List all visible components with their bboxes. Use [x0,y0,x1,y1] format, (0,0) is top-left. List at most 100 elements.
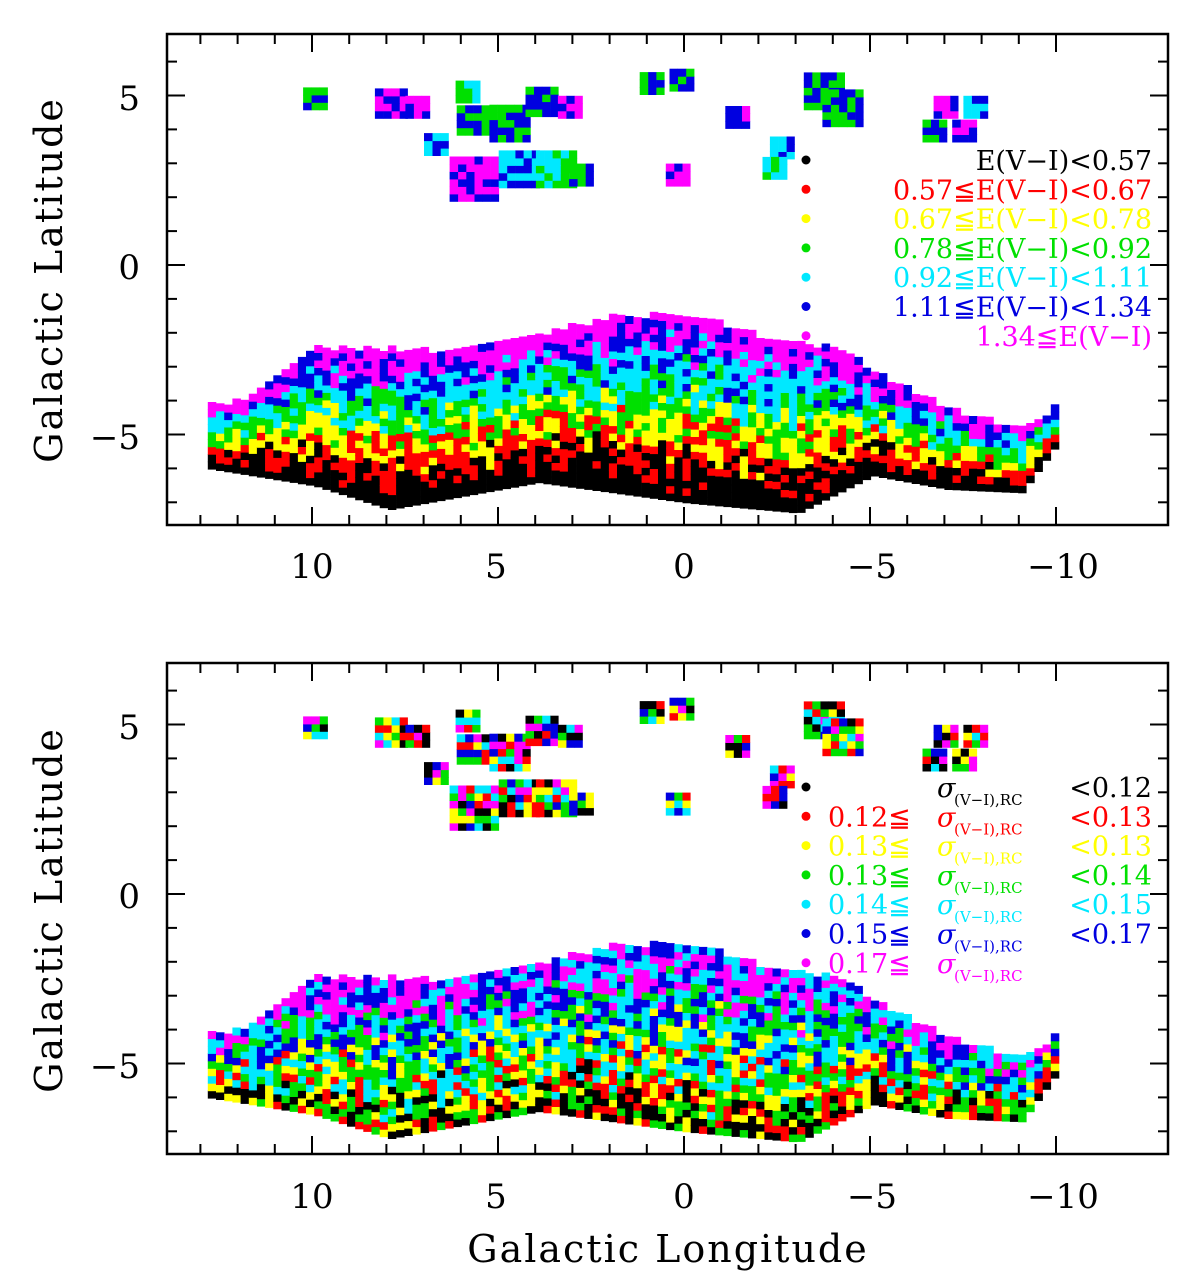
data-point [355,994,364,1003]
data-point [502,983,511,992]
data-point [805,973,814,982]
data-point [494,467,503,476]
data-point [510,375,520,384]
data-point [666,373,675,382]
data-point [715,416,724,425]
legend-marker [801,841,811,851]
data-point [379,492,389,501]
data-point [523,150,532,159]
data-point [778,765,787,774]
data-point [829,975,839,984]
data-point [788,415,798,424]
data-point [404,1023,413,1032]
data-point [567,1041,577,1050]
data-point [933,95,943,104]
data-point [577,800,586,809]
data-point [535,370,544,379]
data-point [1009,1113,1019,1122]
data-point [772,1110,781,1119]
data-point [649,408,659,417]
data-point [445,379,454,388]
data-point [355,979,364,988]
data-point [1050,411,1060,420]
data-point [576,436,585,444]
data-point [347,467,356,476]
data-point [707,1044,716,1053]
data-point [977,1052,986,1061]
data-point [733,106,742,114]
data-point [748,1018,757,1027]
data-point [846,119,856,128]
data-point [878,455,888,464]
data-point [461,1117,470,1126]
data-point [895,405,904,414]
data-point [641,1014,651,1023]
legend-marker [801,302,811,311]
data-point [780,1066,790,1075]
data-point [469,360,479,369]
data-point [707,460,716,469]
data-point [453,1037,462,1046]
data-point [445,461,454,470]
data-point [963,95,972,104]
data-point [707,482,716,491]
data-point [739,440,749,449]
data-point [387,1116,397,1125]
data-point [919,1069,929,1078]
data-point [464,756,474,765]
data-point [514,112,523,121]
data-point [437,396,446,405]
data-point [456,105,466,114]
data-point [1001,469,1011,478]
data-point [731,1046,741,1055]
data-point [805,1107,814,1116]
data-point [437,1069,446,1078]
data-point [584,1058,593,1067]
data-point [477,1032,487,1041]
data-point [518,388,528,397]
data-point [786,144,795,152]
data-point [690,1110,700,1119]
data-point [649,311,659,320]
data-point [1026,1074,1035,1083]
data-point [690,1080,700,1089]
data-point [449,822,459,831]
data-point [482,156,491,165]
data-point [371,400,380,409]
data-point [428,472,438,481]
data-point [748,367,757,376]
data-point [273,1034,282,1043]
data-point [723,1105,732,1114]
data-point [469,390,479,399]
data-point [363,435,372,444]
data-point [502,1065,511,1074]
data-point [979,732,989,741]
data-point [764,1131,773,1140]
data-point [314,989,323,997]
data-point [265,381,274,390]
data-point [797,1096,806,1105]
data-point [803,723,813,732]
data-point [396,1055,405,1063]
data-point [971,95,981,104]
data-point [314,1071,323,1079]
data-point [592,1067,601,1076]
data-point [474,822,483,831]
data-point [674,412,683,421]
data-point [515,180,524,189]
data-point [387,382,397,391]
data-point [829,346,839,355]
data-point [502,1072,511,1081]
data-point [968,119,978,128]
data-point [698,991,708,1000]
data-point [739,403,749,412]
data-point [576,428,585,437]
data-point [535,1096,544,1105]
data-point [903,452,912,461]
data-point [928,441,937,450]
data-point [474,800,483,809]
data-point [903,1028,912,1037]
data-point [527,1001,536,1010]
data-point [698,392,708,401]
data-point [666,418,675,427]
